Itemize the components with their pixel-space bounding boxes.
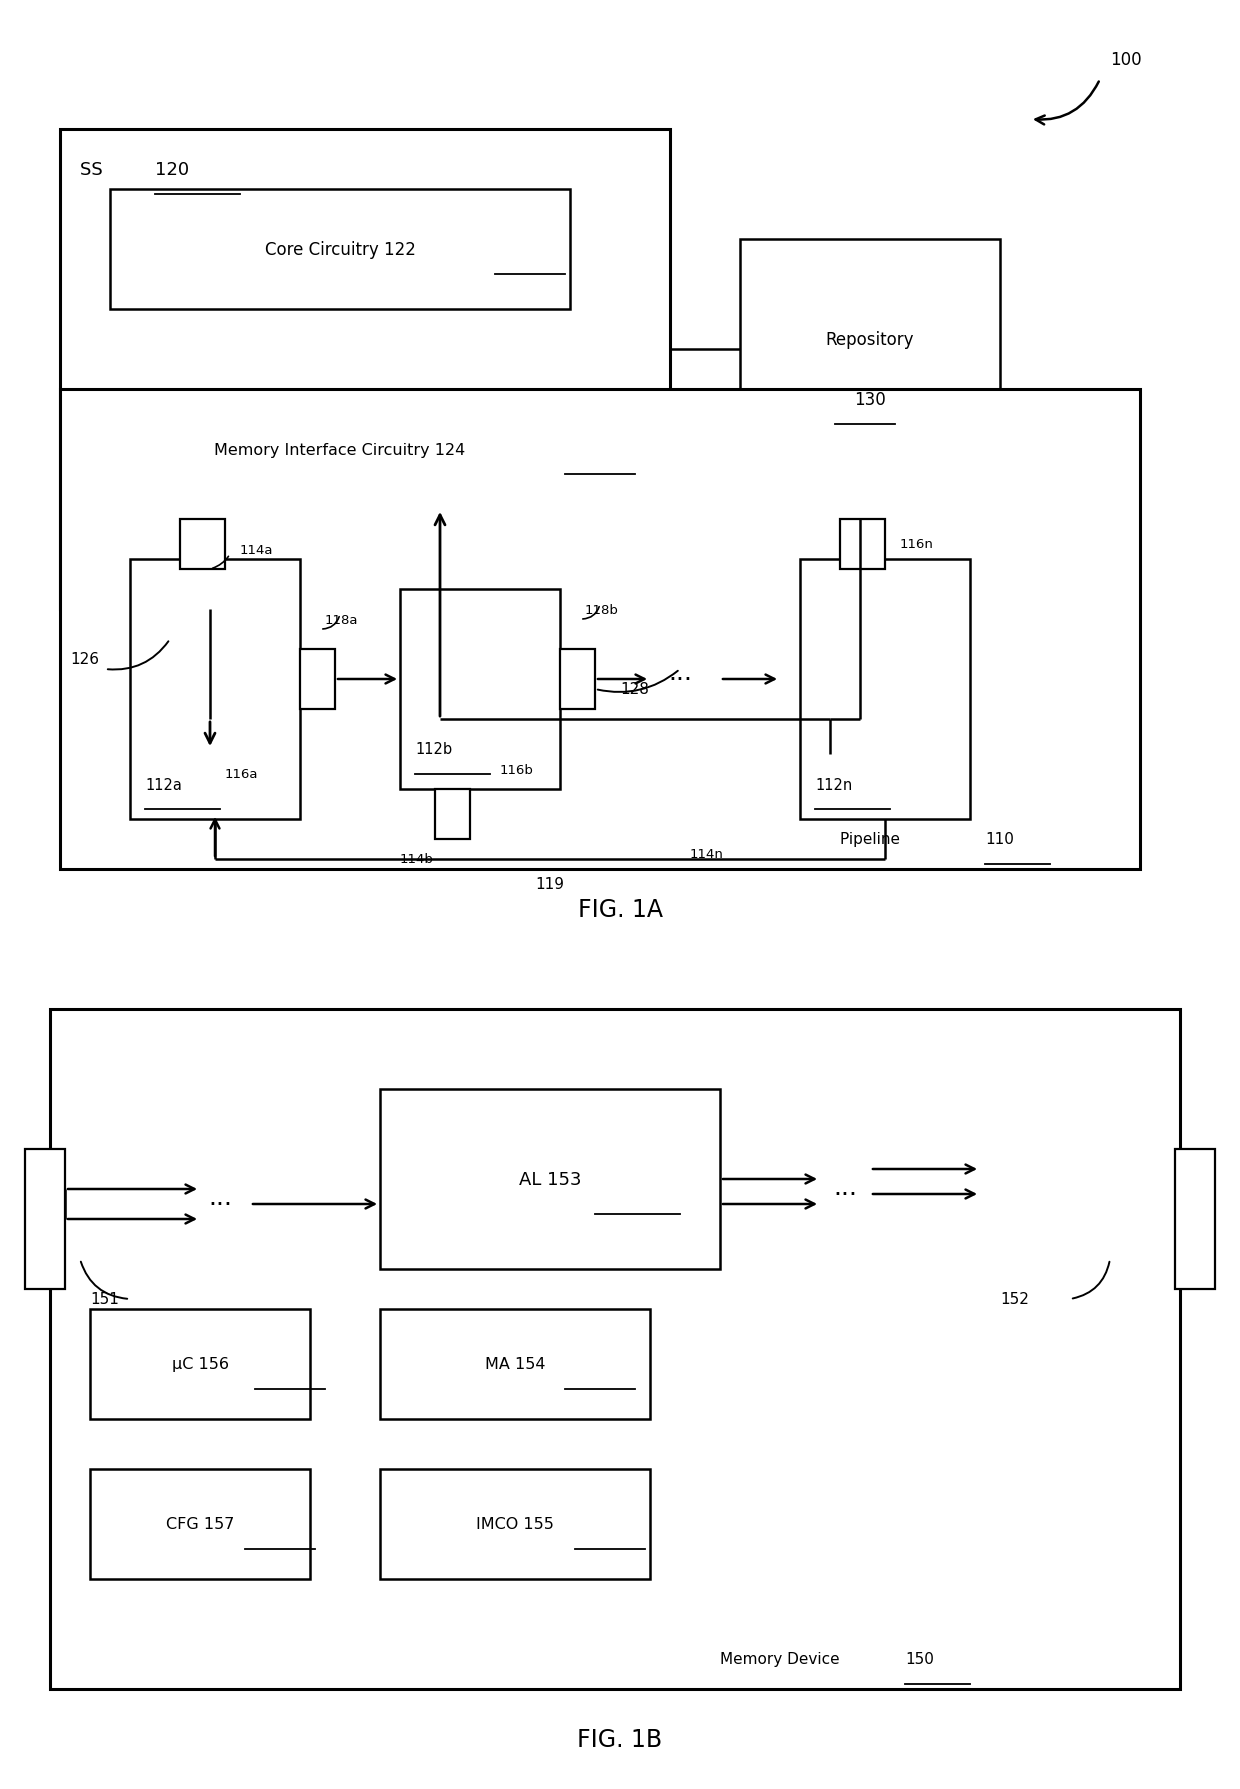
FancyArrowPatch shape: [583, 606, 599, 619]
Text: Memory Interface Circuitry 124: Memory Interface Circuitry 124: [215, 442, 466, 458]
FancyArrowPatch shape: [598, 671, 678, 692]
FancyArrowPatch shape: [322, 617, 340, 630]
Text: 116a: 116a: [224, 767, 258, 782]
Bar: [560, 649, 595, 710]
Text: 112b: 112b: [415, 742, 453, 757]
Bar: [839, 521, 885, 569]
Text: 150: 150: [905, 1651, 934, 1667]
Text: 118a: 118a: [325, 614, 358, 626]
Text: Pipeline: Pipeline: [839, 832, 905, 846]
Bar: [740, 240, 999, 471]
Text: 118b: 118b: [585, 603, 619, 615]
Bar: [401, 590, 560, 789]
Text: 130: 130: [854, 390, 885, 408]
Text: IMCO 155: IMCO 155: [476, 1517, 554, 1531]
Text: FIG. 1B: FIG. 1B: [578, 1726, 662, 1751]
Text: AL 153: AL 153: [518, 1170, 582, 1188]
Bar: [130, 560, 300, 819]
Bar: [110, 390, 570, 510]
Text: 114n: 114n: [689, 848, 724, 861]
Bar: [435, 789, 470, 839]
Bar: [379, 1310, 650, 1419]
Bar: [379, 1090, 720, 1268]
Text: 151: 151: [91, 1292, 119, 1306]
Bar: [50, 1009, 1180, 1689]
Bar: [800, 560, 970, 819]
Text: 116n: 116n: [900, 538, 934, 551]
Bar: [379, 1469, 650, 1580]
FancyArrowPatch shape: [1035, 82, 1099, 125]
Bar: [60, 131, 670, 610]
Bar: [180, 521, 224, 569]
Bar: [1176, 1149, 1215, 1290]
Text: MA 154: MA 154: [485, 1356, 546, 1372]
Bar: [25, 1149, 64, 1290]
Text: 114b: 114b: [401, 853, 434, 866]
Bar: [110, 190, 570, 309]
Bar: [60, 390, 1140, 869]
Text: 119: 119: [536, 877, 564, 893]
FancyArrowPatch shape: [1073, 1261, 1110, 1299]
Text: 112a: 112a: [145, 776, 182, 793]
Text: 126: 126: [69, 653, 99, 667]
Bar: [91, 1310, 310, 1419]
Text: ···: ···: [833, 1183, 857, 1206]
FancyArrowPatch shape: [212, 556, 228, 569]
Text: 100: 100: [1110, 50, 1142, 70]
Text: SS: SS: [81, 161, 109, 179]
Text: 128: 128: [620, 682, 649, 698]
Text: μC 156: μC 156: [171, 1356, 228, 1372]
Text: 114a: 114a: [241, 544, 274, 556]
Bar: [91, 1469, 310, 1580]
Text: ···: ···: [668, 667, 692, 692]
Text: Core Circuitry 122: Core Circuitry 122: [264, 242, 415, 259]
Text: CFG 157: CFG 157: [166, 1517, 234, 1531]
Text: 120: 120: [155, 161, 190, 179]
FancyArrowPatch shape: [108, 642, 169, 671]
Text: 112n: 112n: [815, 776, 852, 793]
FancyArrowPatch shape: [81, 1261, 128, 1299]
Text: ···: ···: [208, 1191, 232, 1217]
Text: 152: 152: [999, 1292, 1029, 1306]
Bar: [300, 649, 335, 710]
Text: Memory Device: Memory Device: [720, 1651, 844, 1667]
Text: FIG. 1A: FIG. 1A: [578, 898, 662, 921]
Text: 116b: 116b: [500, 764, 534, 776]
Text: Repository: Repository: [826, 331, 914, 349]
Text: 110: 110: [985, 832, 1014, 846]
